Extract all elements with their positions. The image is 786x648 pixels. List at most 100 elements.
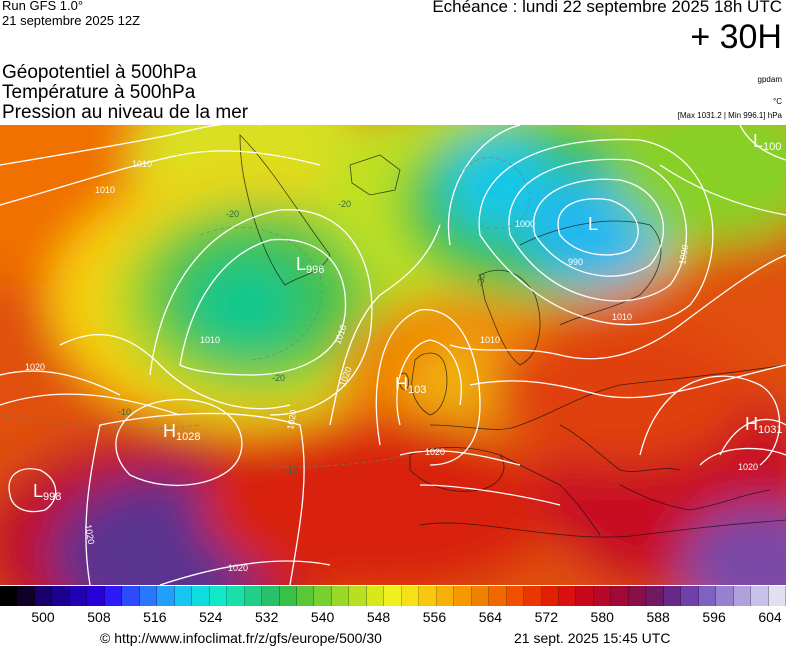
colorbar-swatch: [174, 586, 193, 606]
colorbar-swatch: [576, 586, 594, 606]
isobar-label: 1020: [25, 362, 45, 372]
colorbar-swatch: [471, 586, 490, 606]
colorbar-tick-label: 572: [534, 609, 558, 625]
isobar-label: 1020: [285, 409, 298, 430]
temp-label: -30: [475, 273, 487, 288]
param-geopotential: Géopotentiel à 500hPa: [2, 62, 197, 83]
colorbar-swatch: [628, 586, 647, 606]
colorbar-swatch: [401, 586, 420, 606]
isobar-label: 1010: [480, 335, 500, 345]
colorbar-tick-label: 580: [590, 609, 614, 625]
isobar-label: 1020: [228, 563, 248, 573]
colorbar-swatch: [489, 586, 507, 606]
credit-url: © http://www.infoclimat.fr/z/gfs/europe/…: [100, 630, 382, 646]
colorbar-swatch: [751, 586, 769, 606]
colorbar-swatch: [541, 586, 559, 606]
colorbar-swatch: [681, 586, 699, 606]
temp-label: -10: [285, 465, 298, 475]
colorbar-swatch: [524, 586, 542, 606]
isobar-label: 1000: [677, 244, 690, 265]
colorbar-swatch: [122, 586, 140, 606]
colorbar-tick-label: 548: [366, 609, 391, 625]
colorbar-swatch: [34, 586, 53, 606]
low-center-southwest: L998: [33, 481, 61, 503]
low-center-iceland: L996: [296, 254, 324, 276]
colorbar-swatch: [419, 586, 437, 606]
param-pressure: Pression au niveau de la mer: [2, 102, 249, 123]
temp-label: -10: [118, 407, 131, 417]
isobar-label: 1010: [612, 312, 632, 322]
colorbar-swatch: [768, 586, 786, 606]
unit-pressure-range: [Max 1031.2 | Min 996.1] hPa: [677, 111, 782, 120]
colorbar-swatch: [69, 586, 88, 606]
weather-map-svg: H1028 H103 H1031 L998 L996 L100 L 1010 1…: [0, 125, 786, 585]
colorbar-swatch: [611, 586, 629, 606]
colorbar-swatch: [436, 586, 455, 606]
isobar-label: 1020: [83, 524, 96, 545]
run-time-label: 21 septembre 2025 12Z: [2, 13, 141, 28]
colorbar-swatch: [663, 586, 682, 606]
lead-time-label: + 30H: [690, 18, 782, 56]
colorbar-swatch: [52, 586, 70, 606]
field-shading: [0, 125, 786, 585]
colorbar: [0, 586, 786, 606]
colorbar-swatch: [262, 586, 280, 606]
param-temperature: Température à 500hPa: [2, 82, 196, 103]
colorbar-swatch: [366, 586, 385, 606]
high-center-uk: H103: [395, 374, 426, 396]
colorbar-tick-label: 604: [758, 609, 782, 625]
colorbar-tick-label: 524: [199, 609, 223, 625]
colorbar-swatch: [87, 586, 105, 606]
temp-label: -20: [272, 373, 285, 383]
colorbar-swatch: [17, 586, 35, 606]
colorbar-swatch: [227, 586, 245, 606]
colorbar-swatch: [646, 586, 664, 606]
colorbar-swatch: [104, 586, 123, 606]
colorbar-swatch: [279, 586, 297, 606]
colorbar-tick-label: 556: [422, 609, 447, 625]
colorbar-tick-label: 596: [702, 609, 726, 625]
colorbar-tick-label: 532: [255, 609, 279, 625]
isobar-label: 1020: [738, 462, 758, 472]
colorbar-tick-label: 508: [87, 609, 111, 625]
colorbar-tick-label: 588: [646, 609, 670, 625]
unit-gpdam: gpdam: [757, 75, 782, 84]
colorbar-swatch: [244, 586, 263, 606]
colorbar-tick-label: 500: [31, 609, 55, 625]
colorbar-tick-label: 516: [143, 609, 167, 625]
temp-label: -20: [338, 199, 351, 209]
colorbar-swatch: [506, 586, 525, 606]
temp-label: -20: [226, 209, 239, 219]
isobar-label: 1010: [132, 159, 152, 169]
colorbar-swatch: [331, 586, 350, 606]
colorbar-swatch: [209, 586, 228, 606]
isobars: [0, 125, 786, 585]
colorbar-swatch: [593, 586, 612, 606]
temperature-value-labels: -20 -20 -30 -20 -10 -10: [118, 199, 487, 475]
isobar-label: 1010: [200, 335, 220, 345]
high-center-east: H1031: [745, 414, 782, 436]
colorbar-swatch: [0, 586, 18, 606]
colorbar-swatch: [716, 586, 734, 606]
colorbar-swatch: [314, 586, 332, 606]
colorbar-swatch: [349, 586, 367, 606]
isobar-label: 1000: [515, 219, 535, 229]
high-center-atlantic: H1028: [163, 421, 200, 443]
low-center-scandinavia: L: [588, 214, 598, 234]
weather-map: H1028 H103 H1031 L998 L996 L100 L 1010 1…: [0, 125, 786, 585]
colorbar-swatch: [139, 586, 158, 606]
isobar-label: 990: [568, 257, 583, 267]
colorbar-swatch: [384, 586, 402, 606]
colorbar-swatch: [454, 586, 472, 606]
run-model-label: Run GFS 1.0°: [2, 0, 84, 13]
low-center-northeast: L100: [753, 131, 781, 153]
generated-timestamp: 21 sept. 2025 15:45 UTC: [514, 630, 671, 646]
colorbar-swatch: [296, 586, 315, 606]
colorbar-swatch: [733, 586, 752, 606]
colorbar-swatch: [192, 586, 210, 606]
isobar-label: 1010: [95, 185, 115, 195]
echeance-label: Echéance : lundi 22 septembre 2025 18h U…: [432, 0, 782, 16]
colorbar-swatch: [698, 586, 717, 606]
colorbar-swatch: [559, 586, 577, 606]
unit-celsius: °C: [773, 97, 782, 106]
